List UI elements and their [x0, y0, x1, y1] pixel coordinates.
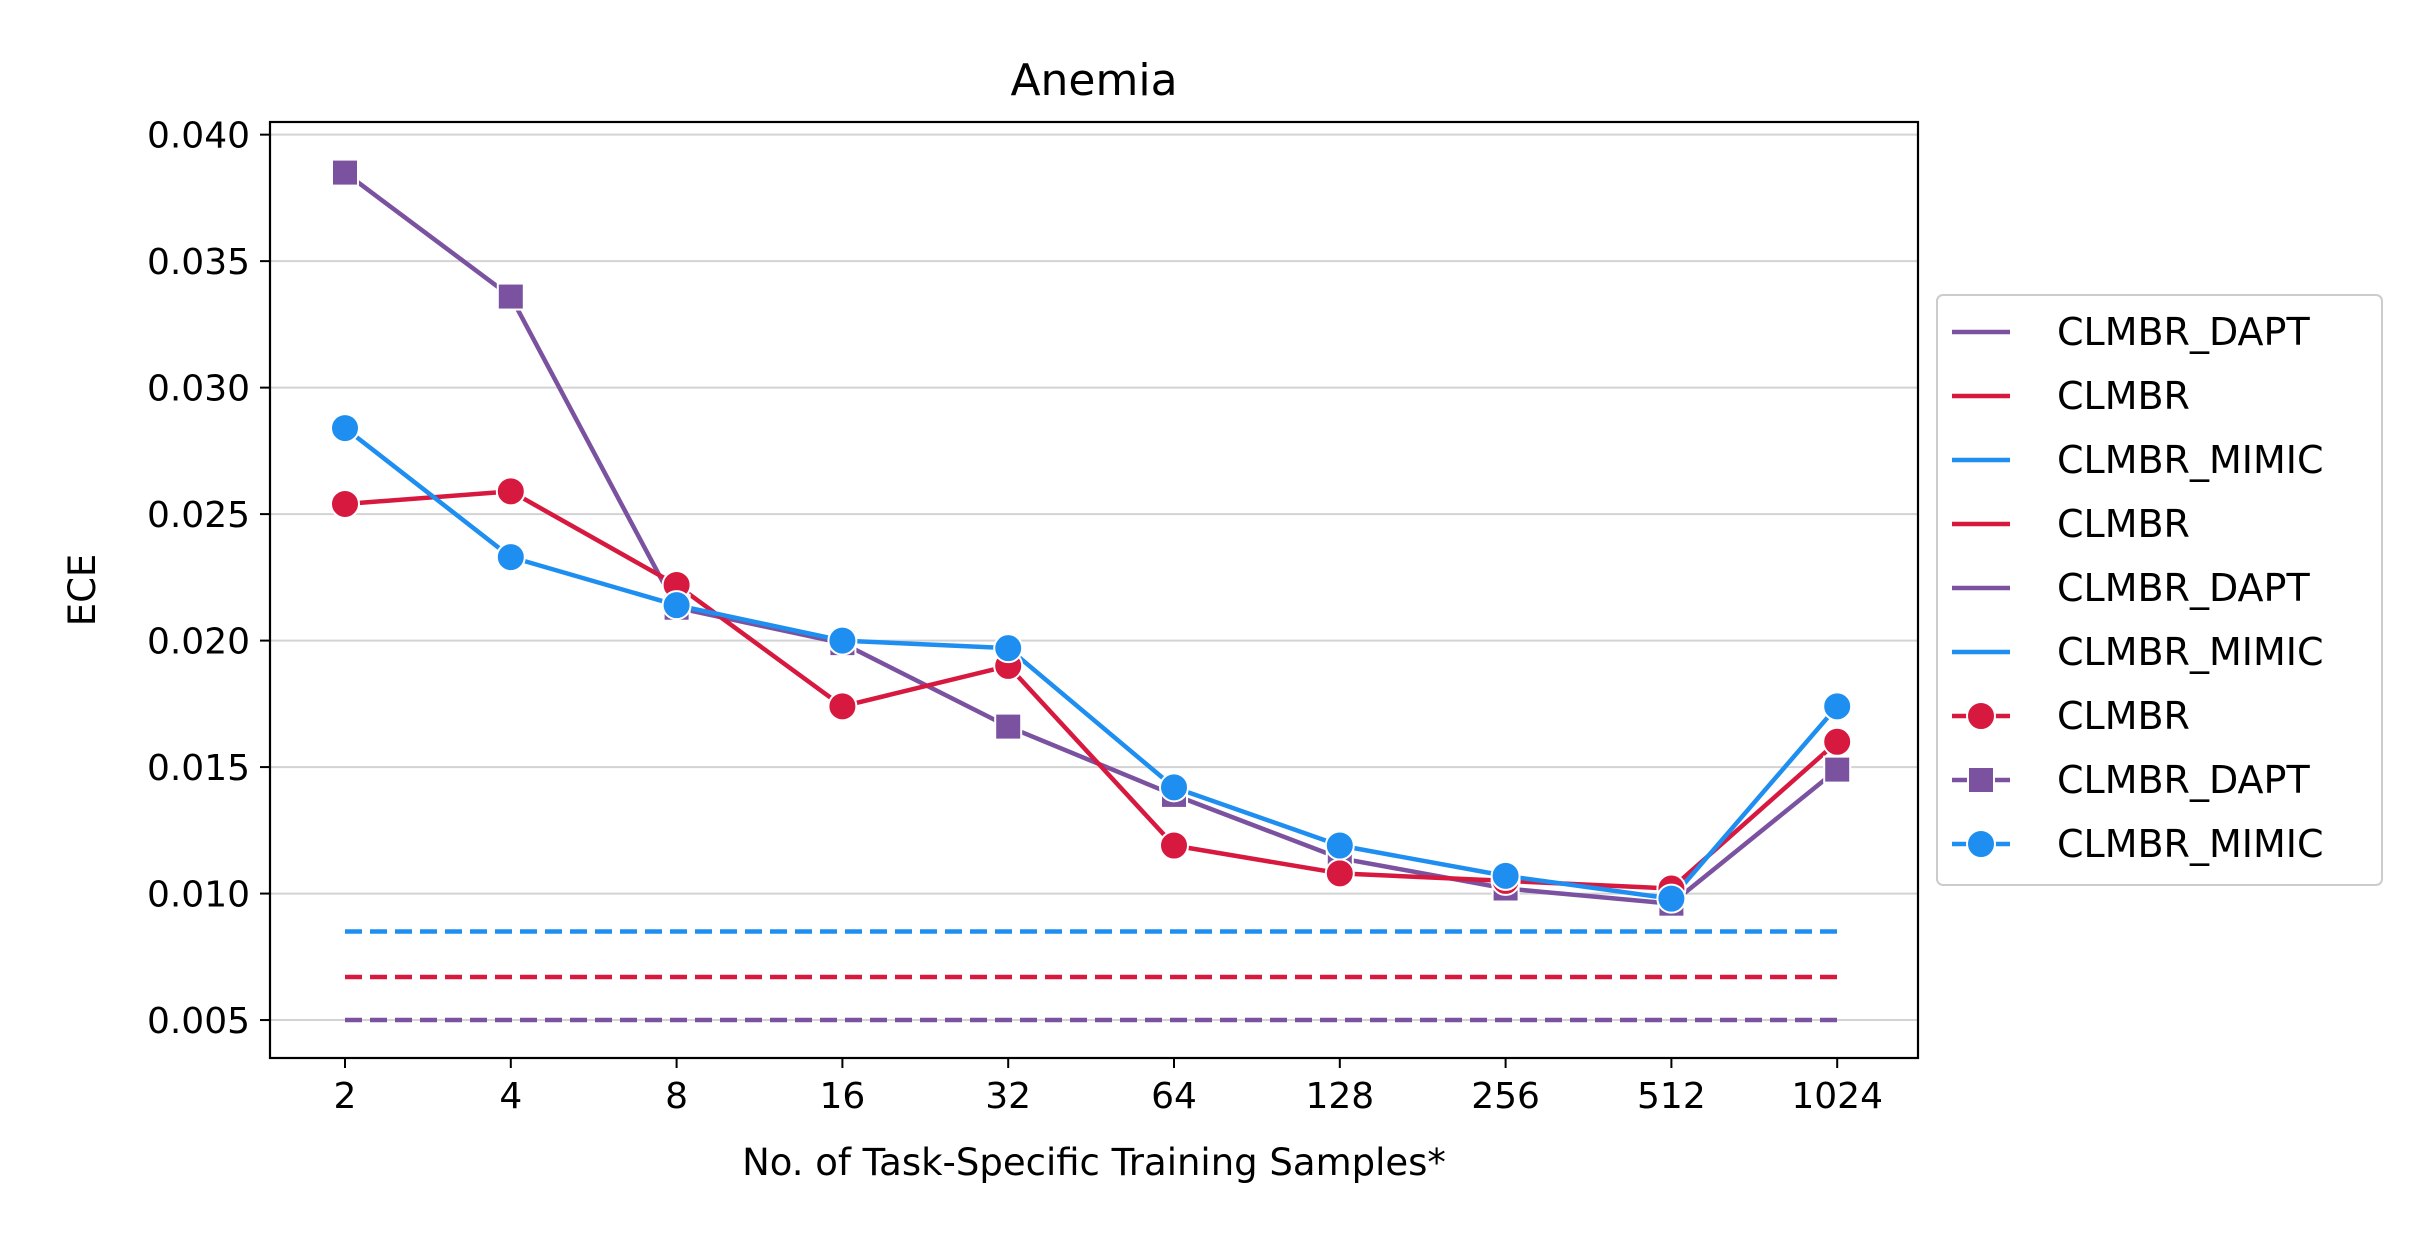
- plot-frame: [268, 120, 1920, 1060]
- y-axis-ticks: 0.005 0.010 0.015 0.020 0.025 0.030 0.035 0.040: [147, 116, 270, 1042]
- legend-label: CLMBR: [2057, 694, 2190, 738]
- data-point: [1822, 726, 1853, 757]
- y-axis-title: ECE: [61, 554, 104, 627]
- y-tick-label: 0.010: [147, 875, 250, 916]
- data-point: [1324, 858, 1355, 889]
- legend-label: CLMBR_DAPT: [2057, 566, 2310, 610]
- data-point: [330, 413, 360, 444]
- legend-label: CLMBR_MIMIC: [2057, 822, 2323, 866]
- series-line: [343, 426, 1839, 901]
- legend-label: CLMBR_DAPT: [2057, 758, 2310, 802]
- data-point: [661, 590, 692, 621]
- data-point: [993, 633, 1024, 664]
- chart-title: Anemia: [1010, 55, 1177, 106]
- x-tick-label: 32: [985, 1076, 1031, 1117]
- data-point: [1822, 691, 1853, 722]
- legend-frame: [1936, 294, 2383, 886]
- legend-label: CLMBR_MIMIC: [2057, 630, 2323, 674]
- data-point: [994, 712, 1023, 741]
- y-tick-label: 0.030: [147, 369, 250, 410]
- x-tick-label: 256: [1471, 1076, 1540, 1117]
- series-lines: [343, 170, 1839, 906]
- data-point: [330, 488, 360, 519]
- gridlines: [270, 133, 1918, 1022]
- legend-marker: [1967, 766, 1995, 794]
- data-point: [496, 282, 525, 311]
- y-tick-label: 0.025: [147, 495, 250, 536]
- legend-label: CLMBR: [2057, 374, 2190, 418]
- legend-label: CLMBR: [2057, 502, 2190, 546]
- y-tick-label: 0.040: [147, 116, 250, 157]
- x-tick-label: 4: [499, 1076, 522, 1117]
- y-tick-label: 0.035: [147, 242, 250, 283]
- data-point: [1490, 860, 1521, 891]
- legend-label: CLMBR_DAPT: [2057, 310, 2310, 354]
- x-tick-label: 1024: [1791, 1076, 1883, 1117]
- x-tick-label: 128: [1305, 1076, 1374, 1117]
- data-point: [331, 158, 359, 187]
- data-point: [495, 476, 526, 507]
- legend-marker: [1966, 701, 1996, 731]
- series-line: [343, 170, 1839, 906]
- data-point: [1159, 830, 1189, 861]
- x-tick-label: 16: [819, 1076, 865, 1117]
- series-markers: [330, 158, 1853, 918]
- x-axis-ticks: 2 4 8 16 32 64 128 256 512 1024: [334, 1058, 1883, 1117]
- data-point: [495, 542, 526, 573]
- y-tick-label: 0.015: [147, 748, 250, 789]
- legend-label: CLMBR_MIMIC: [2057, 438, 2323, 482]
- y-tick-label: 0.020: [147, 622, 250, 663]
- data-point: [1823, 755, 1852, 784]
- data-point: [1656, 883, 1687, 914]
- x-tick-label: 64: [1151, 1076, 1197, 1117]
- x-tick-label: 8: [665, 1076, 688, 1117]
- data-point: [1324, 830, 1355, 861]
- y-tick-label: 0.005: [147, 1001, 250, 1042]
- data-point: [1159, 772, 1189, 803]
- legend: CLMBR_DAPT CLMBR CLMBR_MIMIC CLMBR CLMBR_DAP…: [1936, 294, 2383, 886]
- x-axis-title: No. of Task-Specific Training Samples*: [742, 1141, 1446, 1184]
- x-tick-label: 2: [334, 1076, 357, 1117]
- legend-marker: [1966, 829, 1996, 859]
- series-line: [344, 489, 1839, 891]
- data-point: [827, 625, 858, 656]
- data-point: [827, 691, 858, 722]
- x-tick-label: 512: [1637, 1076, 1706, 1117]
